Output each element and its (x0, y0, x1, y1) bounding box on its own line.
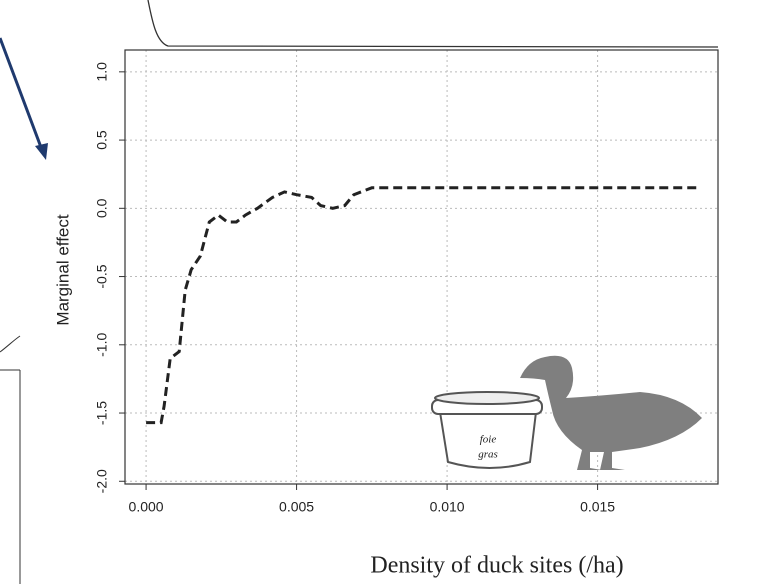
arrow (0, 37, 44, 151)
y-tick-label: -1.0 (94, 333, 110, 357)
x-tick-label: 0.005 (279, 499, 314, 515)
y-tick-label: 0.5 (94, 130, 110, 150)
y-tick-label: 0.0 (94, 198, 110, 218)
y-axis-label: Marginal effect (53, 214, 72, 325)
x-tick-label: 0.010 (430, 499, 465, 515)
y-tick-label: -2.0 (94, 469, 110, 493)
fragment-curve (0, 335, 21, 353)
y-tick-label: -0.5 (94, 264, 110, 288)
illustration: foie gras (431, 355, 702, 470)
y-tick-label: 1.0 (94, 62, 110, 82)
jar-label: gras (478, 449, 498, 461)
x-axis-label: Density of duck sites (/ha) (370, 553, 623, 579)
x-tick-label: 0.000 (129, 499, 164, 515)
x-tick-label: 0.015 (580, 499, 615, 515)
plot-frame (124, 49, 719, 485)
arrow-head (35, 143, 48, 160)
data-line (146, 186, 697, 425)
y-tick-label: -1.5 (94, 401, 110, 425)
marginal-curve (147, 0, 719, 48)
jar-label: foie (480, 434, 497, 446)
